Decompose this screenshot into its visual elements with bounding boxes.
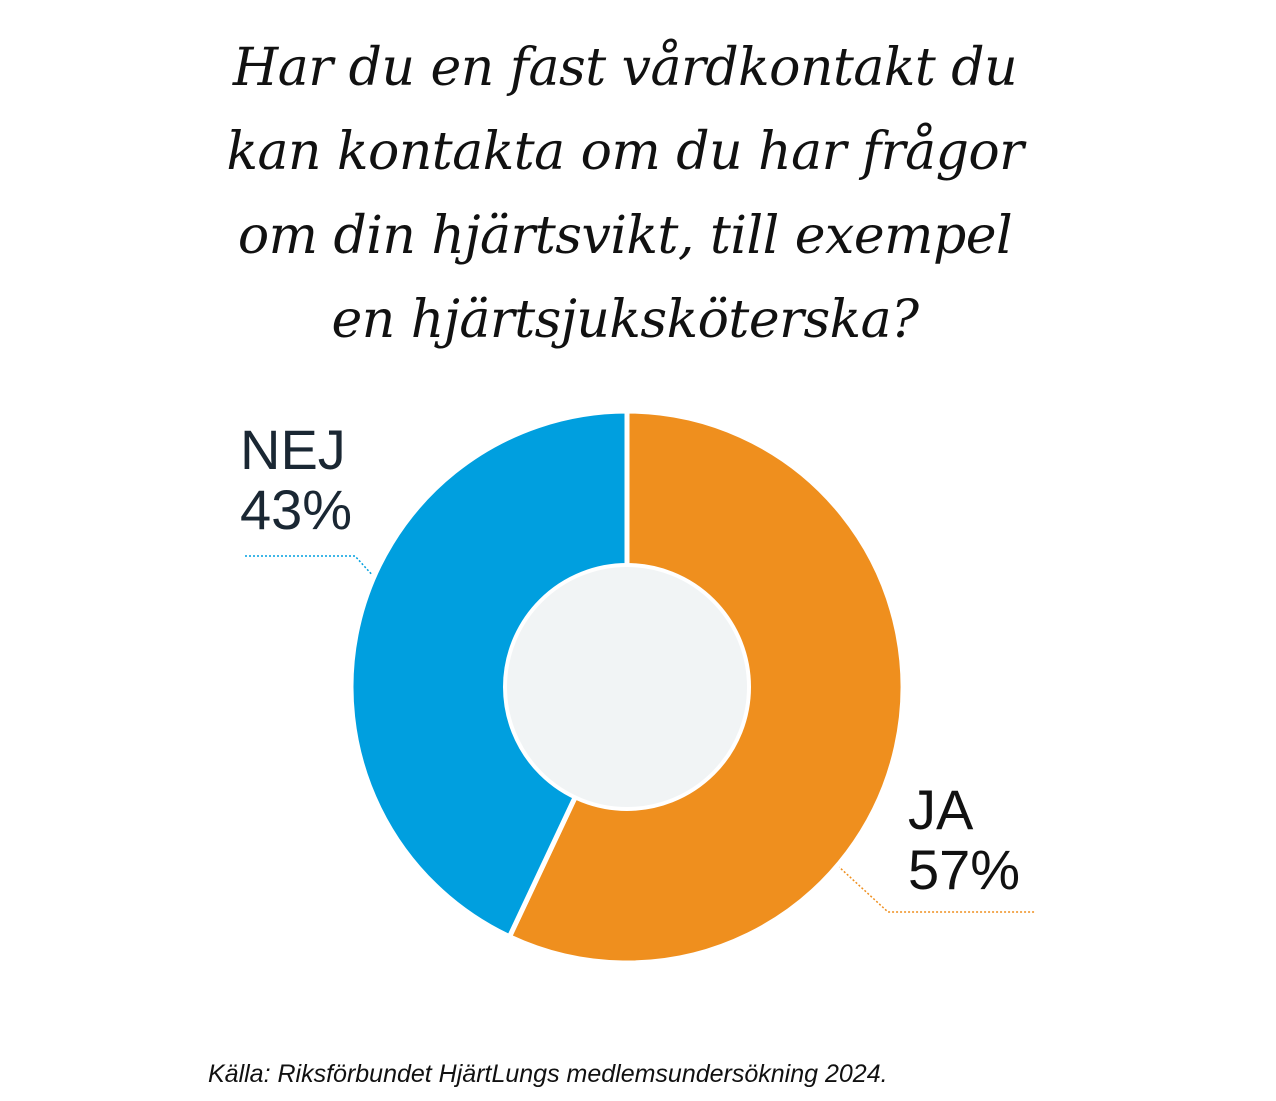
ja-leader-line bbox=[837, 865, 1035, 913]
title-line: Har du en fast vårdkontakt du bbox=[232, 38, 1018, 98]
chart-title: Har du en fast vårdkontakt du kan kontak… bbox=[0, 26, 1250, 362]
nej-value: 43% bbox=[240, 478, 353, 541]
nej-label: NEJ 43% bbox=[240, 420, 352, 540]
donut-center bbox=[503, 563, 751, 811]
title-line: kan kontakta om du har frågor bbox=[226, 122, 1024, 182]
ja-value: 57% bbox=[908, 838, 1021, 901]
nej-category: NEJ bbox=[240, 418, 346, 481]
slice-nej bbox=[348, 408, 630, 941]
ja-label: JA 57% bbox=[908, 780, 1020, 900]
title-line: om din hjärtsvikt, till exempel bbox=[237, 206, 1013, 266]
source-note: Källa: Riksförbundet HjärtLungs medlemsu… bbox=[208, 1060, 888, 1088]
ja-category: JA bbox=[908, 778, 974, 841]
title-line: en hjärtsjuksköterska? bbox=[331, 290, 919, 350]
nej-leader-line bbox=[245, 555, 376, 579]
